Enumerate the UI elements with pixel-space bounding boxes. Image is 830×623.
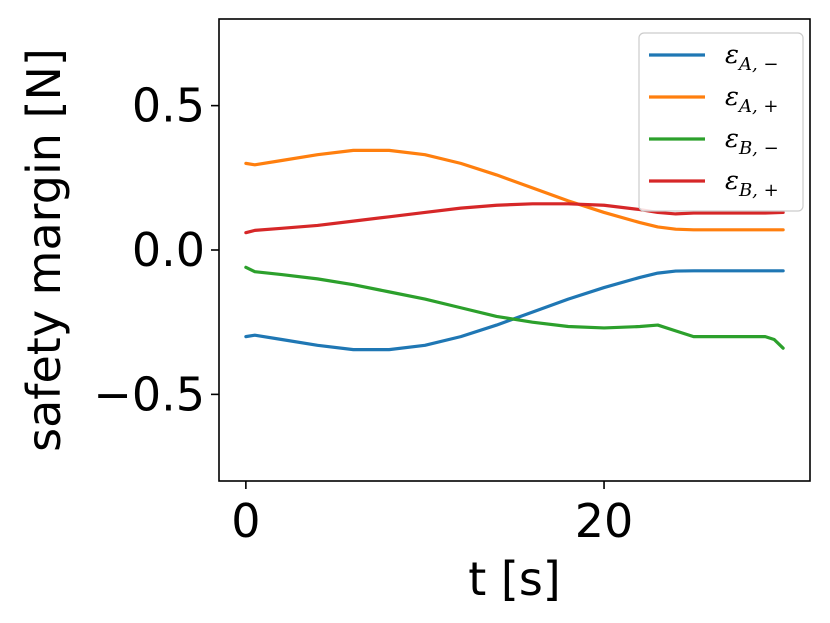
- x-tick-label: 0: [231, 494, 260, 548]
- y-axis-label: safety margin [N]: [17, 48, 71, 452]
- y-tick-label: 0.5: [132, 79, 205, 133]
- legend-entry-4: εB, +: [725, 166, 779, 201]
- series-layer: [244, 148, 785, 352]
- series-line-1: [244, 269, 785, 352]
- legend-entry-1: εA, −: [725, 40, 778, 75]
- legend-entry-2: εA, +: [725, 82, 778, 117]
- legend-entry-3: εB, −: [725, 124, 779, 159]
- series-line-3: [244, 265, 785, 350]
- series-line-2: [244, 148, 785, 232]
- series-line-4: [244, 202, 785, 235]
- y-tick-label: 0.0: [132, 223, 205, 277]
- x-tick-label: 20: [575, 494, 634, 548]
- tick-layer: 0 20 −0.5 0.0 0.5: [93, 79, 633, 548]
- legend: εA, − εA, + εB, − εB, +: [638, 32, 804, 212]
- x-axis-label: t [s]: [468, 552, 561, 606]
- legend-box: [638, 32, 804, 212]
- y-tick-label: −0.5: [93, 367, 205, 421]
